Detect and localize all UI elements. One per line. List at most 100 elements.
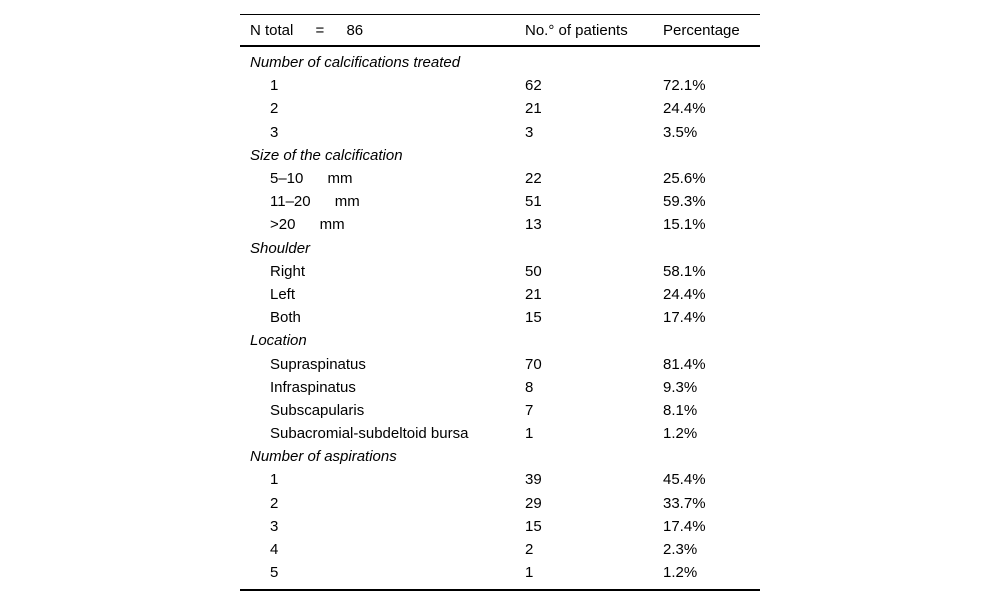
row-percentage: 25.6%	[663, 170, 706, 188]
table-row: 5–10 mm 22 25.6%	[240, 167, 760, 190]
row-label: 3	[270, 517, 279, 535]
row-percentage: 81.4%	[663, 355, 706, 373]
header-col-patients: No.° of patients	[525, 21, 628, 39]
row-patient-count: 21	[525, 285, 542, 303]
row-label-cell: 5	[270, 564, 278, 581]
row-patient-count: 62	[525, 77, 542, 95]
table-row: 1 39 45.4%	[240, 468, 760, 491]
row-percentage: 72.1%	[663, 77, 706, 95]
row-label: 1	[270, 471, 279, 489]
section-title: Shoulder	[250, 239, 311, 257]
row-percentage: 33.7%	[663, 494, 706, 512]
row-label-cell: Supraspinatus	[270, 356, 366, 373]
table-row: Supraspinatus 70 81.4%	[240, 352, 760, 375]
table-row: 2 29 33.7%	[240, 492, 760, 515]
n-total-label: N total	[250, 21, 294, 39]
header-n-total: N total = 86	[250, 22, 363, 39]
table-row: 1 62 72.1%	[240, 74, 760, 97]
row-label: 2	[270, 100, 279, 118]
row-patient-count: 15	[525, 309, 542, 327]
row-label: Subscapularis	[270, 401, 365, 419]
row-label-cell: >20 mm	[270, 216, 345, 233]
row-percentage: 24.4%	[663, 285, 706, 303]
row-label: Supraspinatus	[270, 355, 366, 373]
table-row: Infraspinatus 8 9.3%	[240, 376, 760, 399]
row-label-cell: 1	[270, 77, 278, 94]
section-title: Size of the calcification	[250, 146, 403, 164]
table-body: Number of calcifications treated 1 62 72…	[240, 47, 760, 592]
row-percentage: 45.4%	[663, 471, 706, 489]
n-total-value: 86	[346, 21, 364, 39]
section-header-row: Shoulder	[240, 237, 760, 260]
row-patient-count: 50	[525, 262, 542, 280]
row-patient-count: 70	[525, 355, 542, 373]
row-patient-count: 13	[525, 216, 542, 234]
row-label-cell: 3	[270, 124, 278, 141]
row-patient-count: 3	[525, 123, 534, 141]
table-row: 2 21 24.4%	[240, 97, 760, 120]
row-percentage: 2.3%	[663, 541, 698, 559]
row-percentage: 1.2%	[663, 564, 698, 582]
table-row: 3 3 3.5%	[240, 121, 760, 144]
row-label-cell: 2	[270, 100, 278, 117]
row-patient-count: 21	[525, 100, 542, 118]
row-unit: mm	[319, 216, 345, 234]
row-percentage: 8.1%	[663, 401, 698, 419]
row-label: Right	[270, 262, 306, 280]
row-label-cell: Infraspinatus	[270, 379, 356, 396]
row-percentage: 9.3%	[663, 378, 698, 396]
row-label-cell: Left	[270, 286, 295, 303]
row-patient-count: 1	[525, 564, 534, 582]
row-patient-count: 51	[525, 193, 542, 211]
table-row: 4 2 2.3%	[240, 538, 760, 561]
row-label: Subacromial-subdeltoid bursa	[270, 425, 469, 443]
row-percentage: 24.4%	[663, 100, 706, 118]
row-label-cell: Right	[270, 263, 305, 280]
row-unit: mm	[327, 170, 353, 188]
row-percentage: 58.1%	[663, 262, 706, 280]
row-percentage: 59.3%	[663, 193, 706, 211]
row-label: Both	[270, 309, 301, 327]
row-label: >20	[270, 216, 296, 234]
row-percentage: 17.4%	[663, 309, 706, 327]
row-percentage: 15.1%	[663, 216, 706, 234]
table-row: Left 21 24.4%	[240, 283, 760, 306]
row-patient-count: 7	[525, 401, 534, 419]
table-row: 5 1 1.2%	[240, 561, 760, 584]
section-header-row: Location	[240, 329, 760, 352]
section-header-row: Number of calcifications treated	[240, 51, 760, 74]
row-label: 2	[270, 494, 279, 512]
row-label: 4	[270, 541, 279, 559]
row-label-cell: Both	[270, 309, 301, 326]
row-label-cell: Subacromial-subdeltoid bursa	[270, 425, 468, 442]
table-row: Subscapularis 7 8.1%	[240, 399, 760, 422]
row-patient-count: 1	[525, 425, 534, 443]
row-patient-count: 22	[525, 170, 542, 188]
table-row: Both 15 17.4%	[240, 306, 760, 329]
row-label-cell: 2	[270, 495, 278, 512]
row-label-cell: 3	[270, 518, 278, 535]
section-title: Location	[250, 332, 307, 350]
row-percentage: 1.2%	[663, 425, 698, 443]
header-col-percentage: Percentage	[663, 21, 740, 39]
row-label-cell: 5–10 mm	[270, 170, 353, 187]
table-row: 3 15 17.4%	[240, 515, 760, 538]
row-percentage: 3.5%	[663, 123, 698, 141]
row-label-cell: 1	[270, 471, 278, 488]
row-label: 5–10	[270, 170, 304, 188]
row-patient-count: 8	[525, 378, 534, 396]
section-header-row: Number of aspirations	[240, 445, 760, 468]
row-patient-count: 2	[525, 541, 534, 559]
row-label-cell: Subscapularis	[270, 402, 364, 419]
row-label-cell: 11–20 mm	[270, 193, 360, 210]
row-label: 3	[270, 123, 279, 141]
section-header-row: Size of the calcification	[240, 144, 760, 167]
row-label: 5	[270, 564, 279, 582]
table-row: Right 50 58.1%	[240, 260, 760, 283]
row-patient-count: 39	[525, 471, 542, 489]
row-unit: mm	[334, 193, 360, 211]
table-row: 11–20 mm 51 59.3%	[240, 190, 760, 213]
row-label: 1	[270, 77, 279, 95]
equals-sign: =	[315, 21, 325, 39]
patient-characteristics-table: N total = 86 No.° of patients Percentage…	[240, 14, 760, 592]
